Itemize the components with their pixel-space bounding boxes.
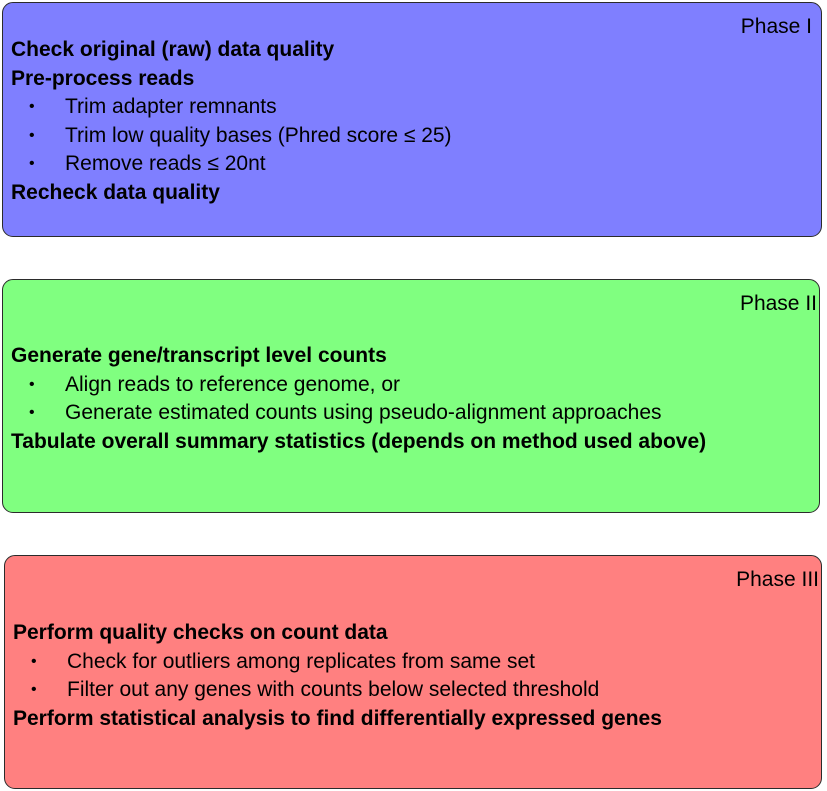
bullet-icon: • xyxy=(29,404,35,421)
phase-1-steps: Check original (raw) data quality Pre-pr… xyxy=(11,36,813,207)
phase-3-label: Phase III xyxy=(736,568,819,591)
substep-label: Align reads to reference genome, or xyxy=(65,372,401,396)
substep-trim-low-quality: • Trim low quality bases (Phred score ≤ … xyxy=(11,122,813,151)
step-recheck-quality: Recheck data quality xyxy=(11,180,220,204)
substep-label: Trim low quality bases (Phred score ≤ 25… xyxy=(65,123,452,147)
substep-pseudo-alignment: • Generate estimated counts using pseudo… xyxy=(11,399,811,428)
bullet-icon: • xyxy=(31,681,37,698)
substep-label: Trim adapter remnants xyxy=(65,95,277,118)
step-statistical-analysis: Perform statistical analysis to find dif… xyxy=(13,706,662,730)
step-summary-statistics: Tabulate overall summary statistics (dep… xyxy=(11,429,707,453)
step-check-raw-quality: Check original (raw) data quality xyxy=(11,38,335,61)
substep-label: Check for outliers among replicates from… xyxy=(67,649,536,673)
bullet-icon: • xyxy=(29,98,35,115)
substep-remove-short-reads: • Remove reads ≤ 20nt xyxy=(11,150,813,179)
substep-align-reads: • Align reads to reference genome, or xyxy=(11,371,811,400)
phase-3-steps: Perform quality checks on count data • C… xyxy=(13,619,813,733)
bullet-icon: • xyxy=(29,126,35,144)
substep-check-outliers: • Check for outliers among replicates fr… xyxy=(13,648,813,677)
phase-2-label: Phase II xyxy=(739,292,817,315)
bullet-icon: • xyxy=(29,375,35,393)
substep-label: Remove reads ≤ 20nt xyxy=(65,152,266,175)
step-generate-counts: Generate gene/transcript level counts xyxy=(11,344,387,367)
substep-label: Filter out any genes with counts below s… xyxy=(67,678,600,701)
phase-1-label: Phase I xyxy=(740,15,812,38)
substep-trim-adapter: • Trim adapter remnants xyxy=(11,93,813,122)
bullet-icon: • xyxy=(29,155,35,172)
phase-1-box: Phase I Check original (raw) data qualit… xyxy=(2,2,822,237)
step-preprocess-reads: Pre-process reads xyxy=(11,66,195,90)
step-count-quality-checks: Perform quality checks on count data xyxy=(13,621,388,644)
phase-3-box: Phase III Perform quality checks on coun… xyxy=(4,555,822,789)
phase-2-steps: Generate gene/transcript level counts • … xyxy=(11,342,811,456)
bullet-icon: • xyxy=(31,652,37,670)
substep-filter-low-counts: • Filter out any genes with counts below… xyxy=(13,676,813,705)
phase-2-box: Phase II Generate gene/transcript level … xyxy=(2,279,820,513)
substep-label: Generate estimated counts using pseudo-a… xyxy=(65,401,662,424)
